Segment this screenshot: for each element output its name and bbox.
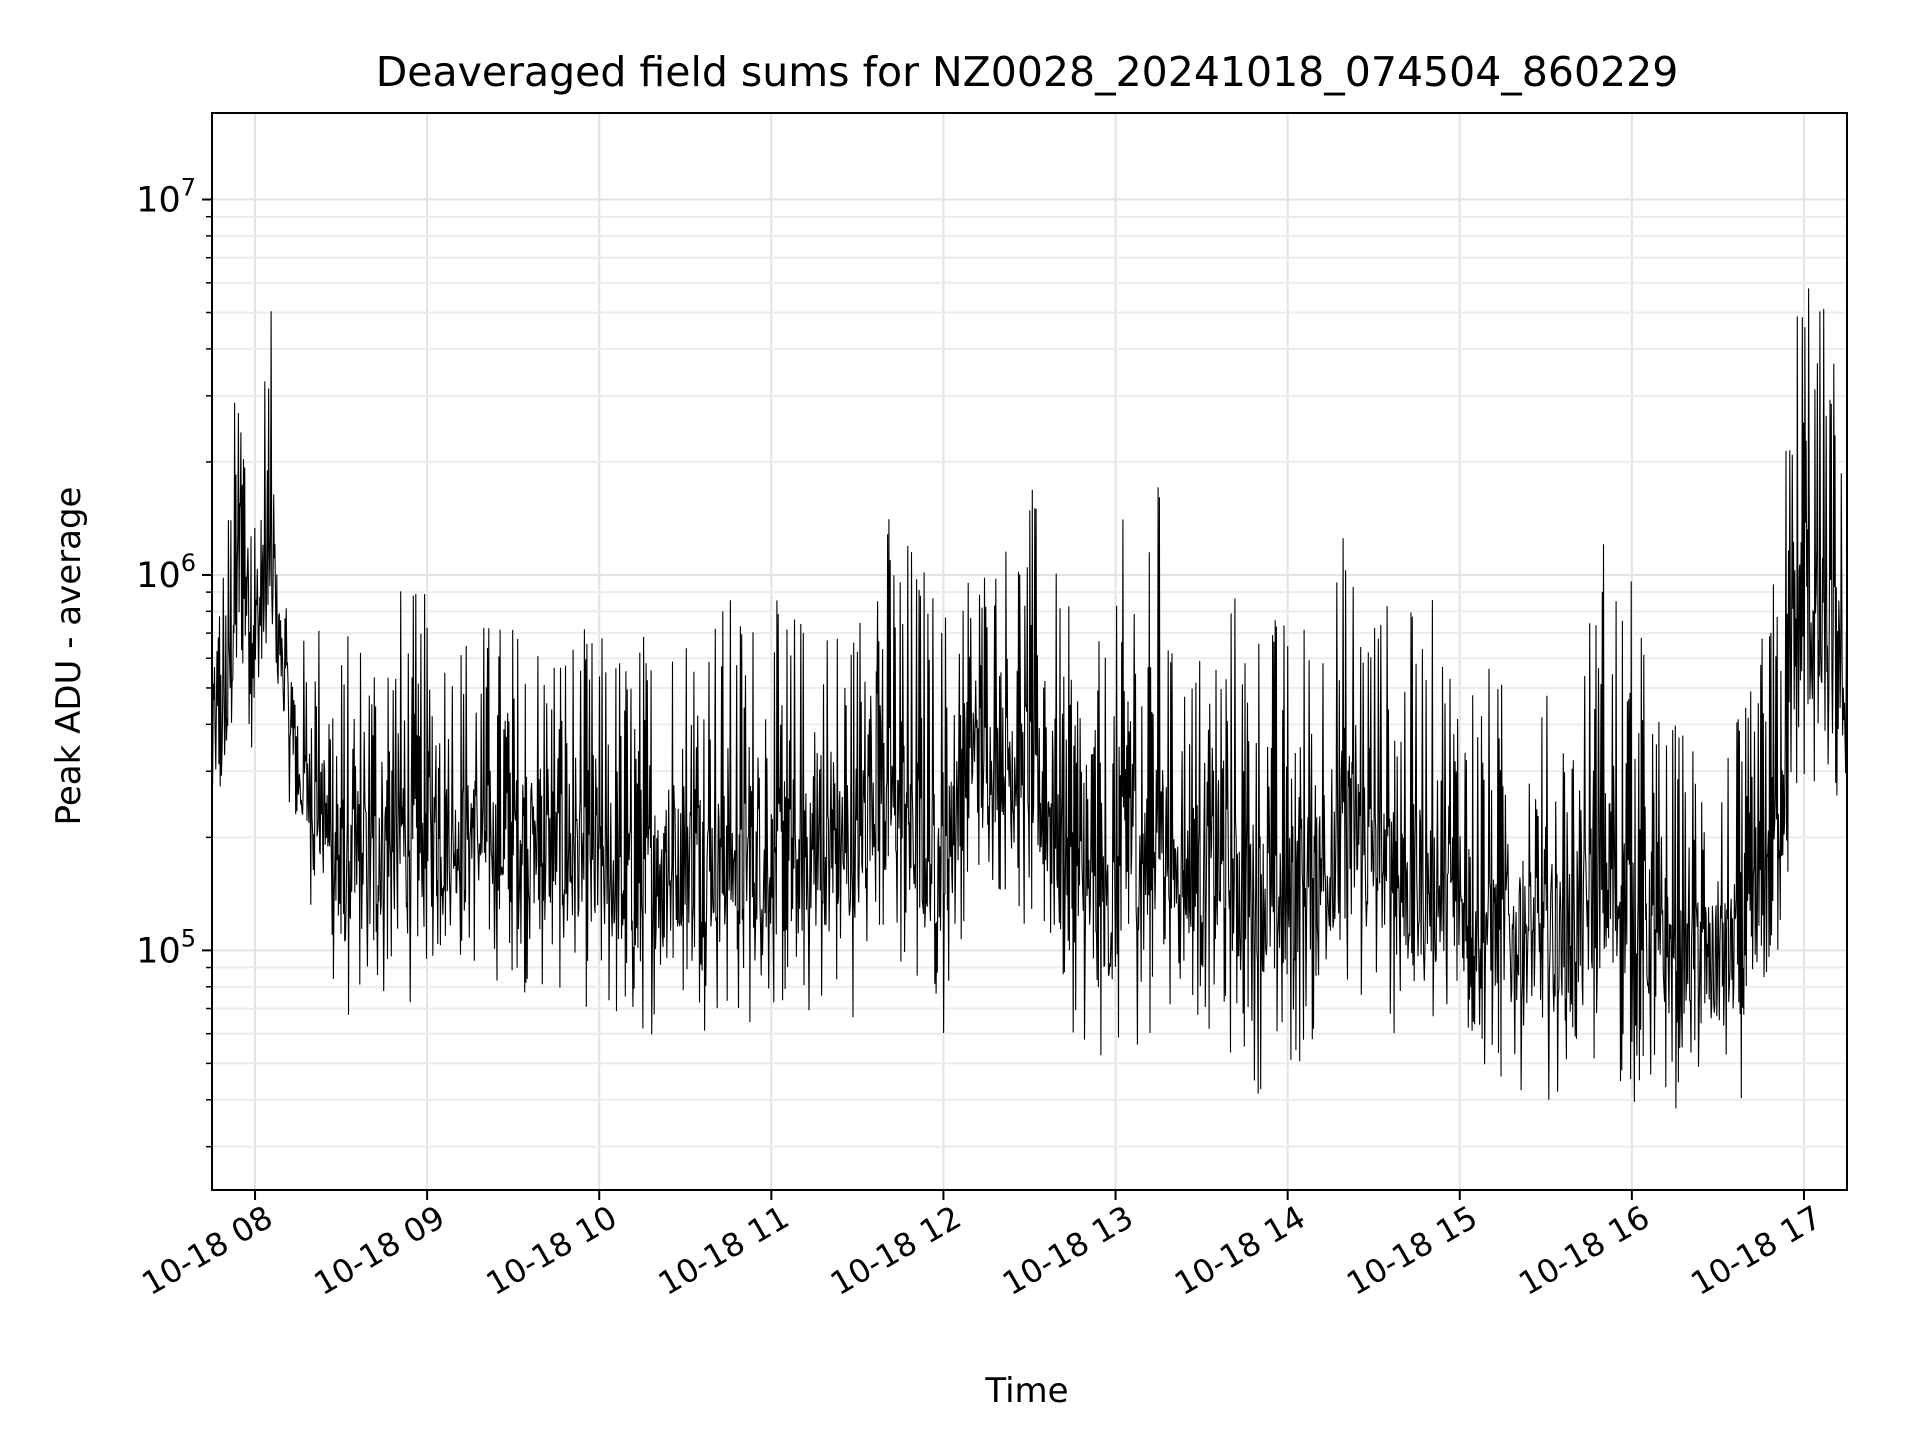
plot-frame <box>211 112 1848 1191</box>
x-tick-label: 10-18 08 <box>135 1198 279 1303</box>
y-axis: 105 106 107 <box>136 174 212 1148</box>
y-tick-label: 107 <box>136 174 196 221</box>
x-tick-label: 10-18 12 <box>824 1198 968 1303</box>
y-tick-label: 106 <box>136 549 196 596</box>
x-tick-label: 10-18 14 <box>1168 1198 1312 1303</box>
x-tick-label: 10-18 11 <box>652 1198 796 1303</box>
chart-title: Deaveraged field sums for NZ0028_2024101… <box>376 48 1679 96</box>
x-axis-label: Time <box>984 1371 1068 1411</box>
x-tick-label: 10-18 13 <box>996 1198 1140 1303</box>
series-line <box>211 288 1848 1109</box>
x-tick-label: 10-18 17 <box>1684 1198 1828 1303</box>
x-tick-label: 10-18 10 <box>480 1198 624 1303</box>
x-axis: 10-18 08 10-18 09 10-18 10 10-18 11 10-18 12… <box>135 1190 1828 1303</box>
series-path <box>211 288 1848 1109</box>
x-tick-label: 10-18 09 <box>308 1198 452 1303</box>
y-tick-label: 105 <box>136 924 196 971</box>
x-tick-label: 10-18 15 <box>1340 1198 1484 1303</box>
y-axis-label: Peak ADU - average <box>49 487 89 826</box>
x-tick-label: 10-18 16 <box>1512 1198 1656 1303</box>
